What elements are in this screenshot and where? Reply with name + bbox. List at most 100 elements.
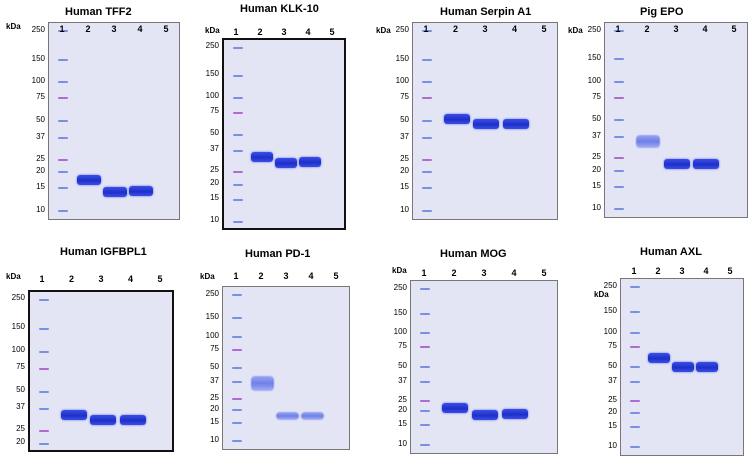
ladder-band xyxy=(614,208,624,210)
protein-band xyxy=(443,113,470,124)
ladder-band xyxy=(39,390,49,393)
lane-number: 3 xyxy=(673,24,679,34)
gel-image xyxy=(48,22,180,220)
ladder-band xyxy=(420,399,430,402)
ladder-band xyxy=(614,58,624,61)
lane-number: 3 xyxy=(98,274,104,284)
kda-label: kDa xyxy=(205,26,220,35)
mw-marker-label: 37 xyxy=(16,401,25,411)
lane-number: 2 xyxy=(644,24,650,34)
kda-label: kDa xyxy=(594,290,609,299)
lane-number: 1 xyxy=(631,266,637,276)
ladder-band xyxy=(420,346,430,349)
ladder-band xyxy=(420,332,430,335)
protein-band xyxy=(119,414,146,425)
lane-number: 1 xyxy=(39,274,45,284)
lane-number: 5 xyxy=(541,24,547,34)
ladder-band xyxy=(614,119,624,121)
lane-number: 1 xyxy=(59,24,65,34)
lane-number: 4 xyxy=(137,24,143,34)
gel-title: Human AXL xyxy=(640,246,702,258)
ladder-band xyxy=(422,81,432,84)
ladder-band xyxy=(422,120,432,122)
mw-marker-label: 75 xyxy=(592,91,601,101)
lane-number: 4 xyxy=(305,27,311,37)
ladder-band xyxy=(233,74,243,77)
mw-marker-label: 50 xyxy=(400,115,409,124)
ladder-band xyxy=(422,97,432,100)
lane-number: 1 xyxy=(233,271,239,281)
mw-marker-label: 150 xyxy=(31,53,45,63)
mw-marker-label: 25 xyxy=(592,152,601,162)
protein-smear xyxy=(636,135,660,149)
mw-marker-label: 50 xyxy=(16,384,25,394)
mw-marker-label: 75 xyxy=(16,361,25,371)
mw-marker-label: 15 xyxy=(210,416,219,426)
lane-number: 5 xyxy=(329,27,335,37)
lane-number: 4 xyxy=(702,24,708,34)
gel-title: Human KLK-10 xyxy=(240,3,319,15)
ladder-band xyxy=(630,411,640,414)
mw-marker-label: 100 xyxy=(395,76,409,86)
ladder-band xyxy=(420,288,430,290)
ladder-band xyxy=(422,30,432,32)
mw-marker-label: 15 xyxy=(210,193,219,203)
mw-marker-label: 100 xyxy=(11,345,25,355)
mw-marker-label: 250 xyxy=(11,293,25,302)
lane-number: 1 xyxy=(423,24,429,34)
ladder-band xyxy=(58,171,68,174)
ladder-band xyxy=(614,157,624,160)
kda-label: kDa xyxy=(6,22,21,31)
mw-marker-label: 10 xyxy=(210,435,219,444)
gel-image xyxy=(412,22,558,220)
ladder-band xyxy=(614,30,624,32)
mw-marker-label: 25 xyxy=(400,153,409,163)
mw-marker-label: 37 xyxy=(210,375,219,385)
ladder-band xyxy=(630,400,640,403)
mw-marker-label: 20 xyxy=(210,177,219,187)
mw-marker-label: 150 xyxy=(587,53,601,63)
ladder-band xyxy=(58,136,68,139)
mw-marker-label: 100 xyxy=(205,330,219,340)
lane-number: 2 xyxy=(68,274,74,284)
lane-number: 4 xyxy=(308,271,314,281)
ladder-band xyxy=(58,187,68,190)
mw-marker-label: 100 xyxy=(603,326,617,336)
ladder-band xyxy=(58,210,68,212)
protein-band xyxy=(473,119,499,130)
mw-marker-label: 150 xyxy=(11,322,25,332)
mw-marker-label: 100 xyxy=(393,327,407,337)
gel-image xyxy=(620,278,744,456)
ladder-band xyxy=(630,446,640,448)
lane-number: 3 xyxy=(482,24,488,34)
mw-marker-label: 15 xyxy=(398,419,407,429)
ladder-band xyxy=(420,366,430,368)
protein-band xyxy=(103,187,127,198)
ladder-band xyxy=(39,328,49,331)
lane-number: 5 xyxy=(157,274,163,284)
ladder-band xyxy=(232,367,242,369)
gel-title: Pig EPO xyxy=(640,6,684,18)
ladder-band xyxy=(39,443,49,445)
lane-number: 2 xyxy=(85,24,91,34)
protein-smear xyxy=(250,375,274,392)
ladder-band xyxy=(232,335,242,338)
ladder-band xyxy=(232,317,242,320)
mw-marker-label: 20 xyxy=(400,166,409,176)
gel-title: Human TFF2 xyxy=(65,6,132,18)
ladder-band xyxy=(614,96,624,99)
protein-band xyxy=(299,156,321,167)
ladder-band xyxy=(233,221,243,223)
gel-title: Human MOG xyxy=(440,248,507,260)
ladder-band xyxy=(232,408,242,411)
ladder-band xyxy=(233,112,243,115)
protein-band xyxy=(648,352,670,363)
protein-band xyxy=(672,362,694,372)
mw-marker-label: 50 xyxy=(608,361,617,370)
protein-band xyxy=(502,118,529,129)
mw-marker-label: 250 xyxy=(603,281,617,290)
ladder-band xyxy=(232,294,242,296)
mw-marker-label: 75 xyxy=(608,340,617,350)
lane-number: 1 xyxy=(233,27,239,37)
mw-marker-label: 37 xyxy=(398,375,407,385)
